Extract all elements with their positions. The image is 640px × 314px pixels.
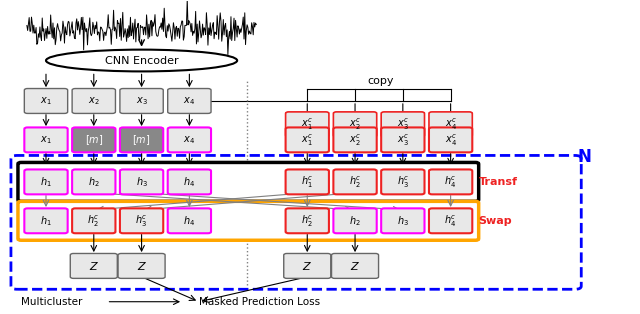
- Text: $h_3^c$: $h_3^c$: [135, 213, 148, 229]
- Text: $h_2^c$: $h_2^c$: [349, 174, 362, 190]
- FancyBboxPatch shape: [168, 127, 211, 152]
- FancyBboxPatch shape: [70, 253, 117, 279]
- Text: $h_1$: $h_1$: [40, 214, 52, 228]
- Text: $x_3^c$: $x_3^c$: [397, 132, 409, 148]
- FancyBboxPatch shape: [168, 170, 211, 194]
- FancyBboxPatch shape: [381, 208, 424, 233]
- Text: $h_4$: $h_4$: [183, 214, 195, 228]
- Text: $x_1^c$: $x_1^c$: [301, 132, 314, 148]
- FancyBboxPatch shape: [24, 170, 68, 194]
- FancyBboxPatch shape: [284, 253, 331, 279]
- Text: $Z$: $Z$: [350, 260, 360, 272]
- FancyBboxPatch shape: [285, 112, 329, 137]
- Text: CNN Encoder: CNN Encoder: [105, 56, 179, 66]
- Text: $x_4$: $x_4$: [184, 95, 195, 107]
- Text: $x_2^c$: $x_2^c$: [349, 116, 361, 132]
- FancyBboxPatch shape: [18, 162, 479, 201]
- Text: Multicluster: Multicluster: [20, 297, 82, 307]
- Text: $x_4$: $x_4$: [184, 134, 195, 146]
- FancyBboxPatch shape: [333, 112, 377, 137]
- Text: $x_3^c$: $x_3^c$: [397, 116, 409, 132]
- FancyBboxPatch shape: [429, 208, 472, 233]
- FancyBboxPatch shape: [72, 127, 115, 152]
- Text: $h_3$: $h_3$: [397, 214, 409, 228]
- Text: $x_4^c$: $x_4^c$: [445, 132, 457, 148]
- FancyBboxPatch shape: [285, 170, 329, 194]
- FancyBboxPatch shape: [24, 89, 68, 113]
- FancyBboxPatch shape: [381, 112, 424, 137]
- Text: $h_4^c$: $h_4^c$: [444, 174, 457, 190]
- FancyBboxPatch shape: [429, 127, 472, 152]
- FancyBboxPatch shape: [285, 208, 329, 233]
- FancyBboxPatch shape: [381, 170, 424, 194]
- Text: Transf: Transf: [479, 177, 518, 187]
- Text: $h_3^c$: $h_3^c$: [397, 174, 409, 190]
- Text: $h_2^c$: $h_2^c$: [301, 213, 314, 229]
- Text: $h_1$: $h_1$: [40, 175, 52, 189]
- FancyBboxPatch shape: [285, 127, 329, 152]
- Text: $Z$: $Z$: [89, 260, 99, 272]
- Text: $Z$: $Z$: [136, 260, 147, 272]
- FancyBboxPatch shape: [24, 208, 68, 233]
- Text: $h_2$: $h_2$: [349, 214, 361, 228]
- Text: $h_4^c$: $h_4^c$: [444, 213, 457, 229]
- FancyBboxPatch shape: [429, 170, 472, 194]
- FancyBboxPatch shape: [333, 170, 377, 194]
- Text: Masked Prediction Loss: Masked Prediction Loss: [199, 297, 320, 307]
- FancyBboxPatch shape: [429, 112, 472, 137]
- Text: $[m]$: $[m]$: [84, 133, 103, 147]
- Text: $x_1$: $x_1$: [40, 134, 52, 146]
- Text: $h_4$: $h_4$: [183, 175, 195, 189]
- Text: $[m]$: $[m]$: [132, 133, 151, 147]
- Text: $h_2$: $h_2$: [88, 175, 100, 189]
- FancyBboxPatch shape: [120, 170, 163, 194]
- FancyBboxPatch shape: [333, 127, 377, 152]
- FancyBboxPatch shape: [381, 127, 424, 152]
- Text: $x_2^c$: $x_2^c$: [349, 132, 361, 148]
- FancyBboxPatch shape: [333, 208, 377, 233]
- Text: $Z$: $Z$: [302, 260, 312, 272]
- FancyBboxPatch shape: [120, 127, 163, 152]
- FancyBboxPatch shape: [118, 253, 165, 279]
- Text: $x_1$: $x_1$: [40, 95, 52, 107]
- FancyBboxPatch shape: [120, 208, 163, 233]
- Ellipse shape: [46, 50, 237, 71]
- FancyBboxPatch shape: [72, 208, 115, 233]
- FancyBboxPatch shape: [24, 127, 68, 152]
- Text: copy: copy: [367, 76, 394, 86]
- FancyBboxPatch shape: [168, 89, 211, 113]
- FancyBboxPatch shape: [332, 253, 379, 279]
- Text: N: N: [577, 148, 591, 166]
- Text: $x_2$: $x_2$: [88, 95, 100, 107]
- Text: $h_1^c$: $h_1^c$: [301, 174, 314, 190]
- Text: $x_4^c$: $x_4^c$: [445, 116, 457, 132]
- FancyBboxPatch shape: [72, 170, 115, 194]
- Text: Swap: Swap: [479, 216, 512, 226]
- Text: $h_2^c$: $h_2^c$: [88, 213, 100, 229]
- Text: $x_3$: $x_3$: [136, 95, 147, 107]
- FancyBboxPatch shape: [120, 89, 163, 113]
- FancyBboxPatch shape: [18, 201, 479, 240]
- FancyBboxPatch shape: [72, 89, 115, 113]
- Text: $x_1^c$: $x_1^c$: [301, 116, 314, 132]
- Text: $h_3$: $h_3$: [136, 175, 148, 189]
- FancyBboxPatch shape: [168, 208, 211, 233]
